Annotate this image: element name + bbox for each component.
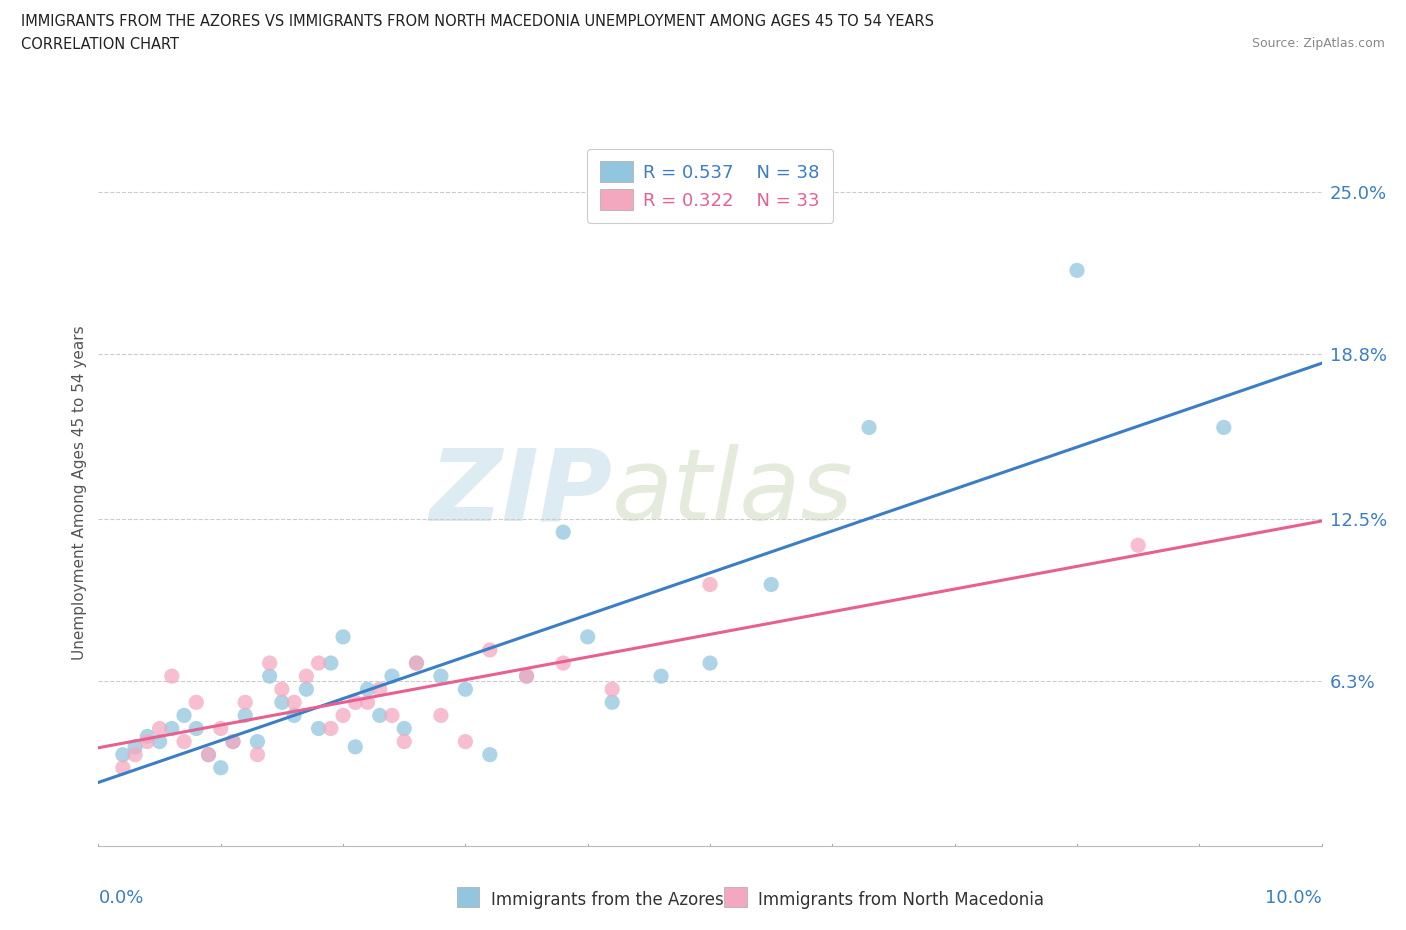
Point xyxy=(368,708,391,723)
Point xyxy=(858,420,880,435)
Point xyxy=(381,708,404,723)
Point xyxy=(699,656,721,671)
Point xyxy=(160,669,183,684)
Point xyxy=(368,682,391,697)
Point xyxy=(222,734,245,749)
Text: atlas: atlas xyxy=(612,445,853,541)
Point xyxy=(283,695,305,710)
Text: ZIP: ZIP xyxy=(429,445,612,541)
Point xyxy=(124,739,146,754)
Point xyxy=(308,721,330,736)
Point xyxy=(381,669,404,684)
Point xyxy=(478,747,501,762)
Legend: R = 0.537    N = 38, R = 0.322    N = 33: R = 0.537 N = 38, R = 0.322 N = 33 xyxy=(588,149,832,223)
Point xyxy=(319,656,342,671)
Point xyxy=(136,729,159,744)
Point xyxy=(344,695,367,710)
Point xyxy=(392,721,416,736)
Point xyxy=(186,721,208,736)
Text: CORRELATION CHART: CORRELATION CHART xyxy=(21,37,179,52)
Point xyxy=(332,630,354,644)
Point xyxy=(270,682,292,697)
Point xyxy=(650,669,672,684)
Point xyxy=(430,669,453,684)
Point xyxy=(454,682,477,697)
Point xyxy=(392,734,416,749)
Point xyxy=(124,747,146,762)
Point xyxy=(319,721,342,736)
Point xyxy=(516,669,538,684)
Point xyxy=(136,734,159,749)
Point xyxy=(222,734,245,749)
Text: IMMIGRANTS FROM THE AZORES VS IMMIGRANTS FROM NORTH MACEDONIA UNEMPLOYMENT AMONG: IMMIGRANTS FROM THE AZORES VS IMMIGRANTS… xyxy=(21,14,934,29)
Point xyxy=(246,747,269,762)
Text: Source: ZipAtlas.com: Source: ZipAtlas.com xyxy=(1251,37,1385,50)
Point xyxy=(430,708,453,723)
Point xyxy=(173,708,195,723)
Point xyxy=(160,721,183,736)
Point xyxy=(295,682,318,697)
Point xyxy=(197,747,219,762)
Point xyxy=(149,734,172,749)
Point xyxy=(209,721,232,736)
Point xyxy=(295,669,318,684)
Point xyxy=(478,643,501,658)
Point xyxy=(233,695,256,710)
Point xyxy=(576,630,599,644)
Point xyxy=(1212,420,1234,435)
Point xyxy=(405,656,427,671)
Point xyxy=(356,682,378,697)
Point xyxy=(1128,538,1150,552)
Point xyxy=(111,747,134,762)
Point xyxy=(233,708,256,723)
Point xyxy=(270,695,292,710)
Point xyxy=(332,708,354,723)
Point xyxy=(308,656,330,671)
Point xyxy=(600,695,623,710)
Point xyxy=(173,734,195,749)
Point xyxy=(197,747,219,762)
Point xyxy=(149,721,172,736)
Point xyxy=(111,761,134,776)
Text: Immigrants from the Azores: Immigrants from the Azores xyxy=(491,891,724,910)
Y-axis label: Unemployment Among Ages 45 to 54 years: Unemployment Among Ages 45 to 54 years xyxy=(72,326,87,660)
Point xyxy=(209,761,232,776)
Text: 10.0%: 10.0% xyxy=(1265,889,1322,907)
Point xyxy=(356,695,378,710)
Point xyxy=(186,695,208,710)
Point xyxy=(259,656,281,671)
Point xyxy=(553,656,575,671)
Point xyxy=(600,682,623,697)
Text: Immigrants from North Macedonia: Immigrants from North Macedonia xyxy=(758,891,1043,910)
Point xyxy=(246,734,269,749)
Point xyxy=(283,708,305,723)
Point xyxy=(1066,263,1088,278)
Point xyxy=(259,669,281,684)
Point xyxy=(553,525,575,539)
Point xyxy=(454,734,477,749)
Point xyxy=(759,578,782,592)
Point xyxy=(699,578,721,592)
Point xyxy=(405,656,427,671)
Point xyxy=(344,739,367,754)
Text: 0.0%: 0.0% xyxy=(98,889,143,907)
Point xyxy=(516,669,538,684)
